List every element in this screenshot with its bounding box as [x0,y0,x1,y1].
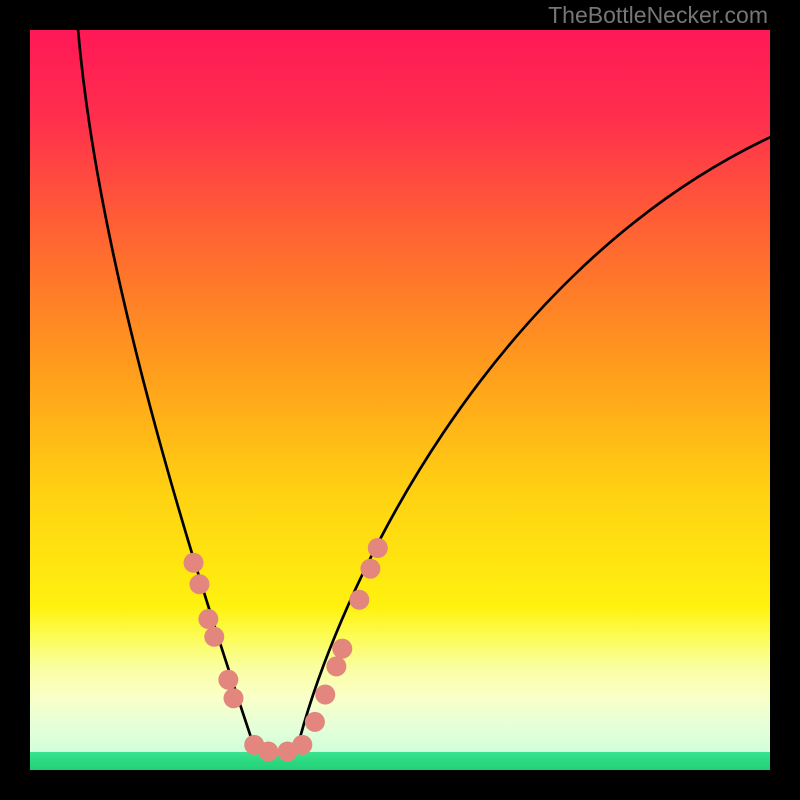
data-marker [292,735,312,755]
data-marker [204,627,224,647]
data-marker [258,742,278,762]
chart-canvas: TheBottleNecker.com [0,0,800,800]
data-marker [349,590,369,610]
data-marker [315,685,335,705]
data-marker [224,688,244,708]
data-marker [189,574,209,594]
plot-area [30,30,770,770]
data-marker [360,559,380,579]
data-marker [305,712,325,732]
watermark-text: TheBottleNecker.com [548,2,768,29]
data-marker [184,553,204,573]
marker-group [184,538,388,762]
data-marker [218,670,238,690]
data-marker [332,639,352,659]
curve-layer [30,30,770,770]
bottleneck-curve [78,30,770,752]
data-marker [368,538,388,558]
data-marker [198,609,218,629]
data-marker [326,656,346,676]
